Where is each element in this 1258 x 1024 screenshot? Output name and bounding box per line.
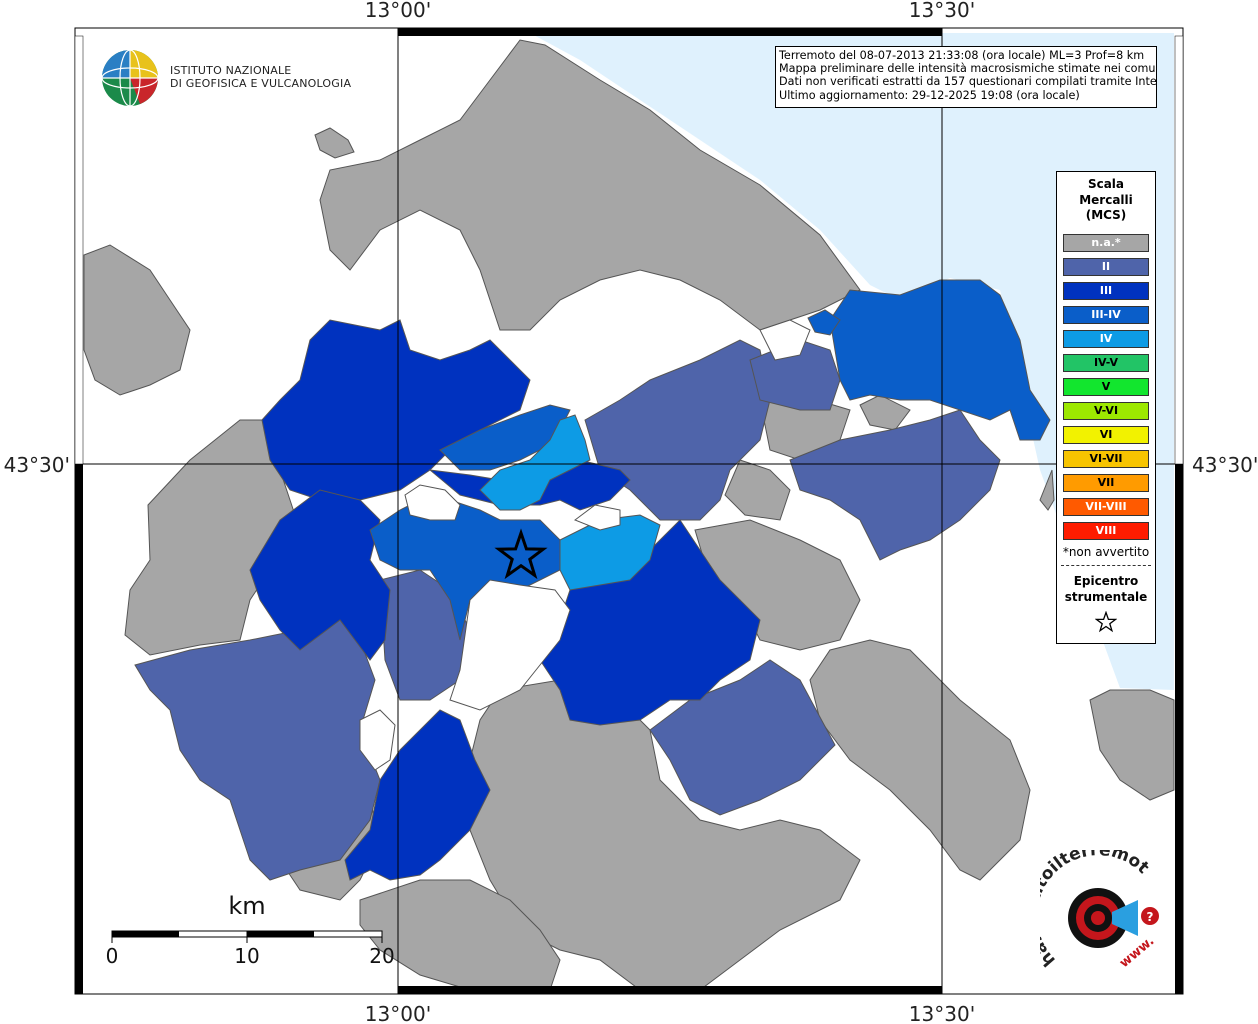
lat-label-left: 43°30' [4,453,70,477]
legend-swatch: II [1063,257,1149,276]
legend-swatch: III-IV [1063,305,1149,324]
legend-epicenter-line: strumentale [1064,589,1148,604]
sea-area [530,33,1174,690]
lon-label-top-left: 13°00' [365,0,431,22]
ingv-line-2: DI GEOFISICA E VULCANOLOGIA [170,77,352,90]
region-na [359,879,561,991]
region-blank [759,319,811,361]
region-iii-iv [829,279,1051,441]
legend-title-line: (MCS) [1085,208,1127,222]
legend-star-icon [1095,610,1117,632]
legend-epicenter-label: Epicentro strumentale [1057,573,1155,605]
hst-logo-url: www. [1117,934,1157,971]
legend-epicenter-line: Epicentro [1073,573,1139,588]
region-iii [344,709,491,881]
region-ii [584,339,771,521]
scale-tick-20: 20 [369,944,394,968]
region-na [1039,469,1055,511]
event-info-box: Terremoto del 08-07-2013 21:33:08 (ora l… [775,46,1157,108]
lon-label-top-right: 13°30' [909,0,975,22]
map-frame [74,27,1184,995]
region-iii-iv [369,499,581,641]
epicenter-star-icon [494,528,548,580]
svg-text:?: ? [1147,910,1154,924]
region-na [469,679,861,991]
region-iii-iv [807,309,841,336]
legend-swatches: n.a.* II III III-IV IV IV-V V V-VI VI VI-VII VII VI… [1057,233,1155,540]
legend-swatch: VII [1063,473,1149,492]
region-na [1089,689,1175,801]
region-blank [359,709,396,771]
info-line-data: Dati non verificati estratti da 157 ques… [779,75,1157,89]
graticule [75,28,1183,994]
legend-swatch: IV [1063,329,1149,348]
scale-tick-10: 10 [234,944,259,968]
info-line-map: Mappa preliminare delle intensità macros… [779,62,1157,76]
info-line-update: Ultimo aggiornamento: 29-12-2025 19:08 (… [779,88,1080,102]
region-iv [479,414,591,511]
region-na [124,419,301,656]
legend-swatch: III [1063,281,1149,300]
municipalities [83,39,1175,991]
region-na [319,39,861,331]
info-line-event: Terremoto del 08-07-2013 21:33:08 (ora l… [779,49,1145,62]
legend-swatch: VI [1063,425,1149,444]
ingv-name: ISTITUTO NAZIONALE DI GEOFISICA E VULCAN… [170,64,351,90]
legend-swatch: VIII [1063,521,1149,540]
legend-title: Scala Mercalli (MCS) [1057,177,1155,224]
scale-unit-label: km [228,892,265,920]
region-na [83,244,191,396]
scale-bar: km 0 10 20 [106,892,395,968]
region-na [724,459,791,521]
region-iii [249,489,391,661]
ingv-logo [101,49,159,107]
legend-swatch: IV-V [1063,353,1149,372]
region-na [859,394,911,431]
legend-swatch: VI-VII [1063,449,1149,468]
region-blank [573,504,621,531]
region-blank [404,484,461,521]
scale-tick-0: 0 [106,944,119,968]
legend-note: *non avvertito [1062,544,1150,559]
legend-swatch: VII-VIII [1063,497,1149,516]
legend-title-line: Scala [1087,177,1125,191]
lon-label-bottom-left: 13°00' [365,1002,431,1024]
lon-label-bottom-right: 13°30' [909,1002,975,1024]
ingv-line-1: ISTITUTO NAZIONALE [170,64,292,77]
region-ii [789,409,1001,561]
legend-separator [1061,564,1151,566]
mcs-legend: Scala Mercalli (MCS) n.a.* II III III-IV IV I… [1056,171,1156,644]
region-na [809,639,1031,881]
region-na [314,127,355,159]
region-blank [449,579,571,711]
hst-logo: haisentitoilterremoto.it ? www. [1040,850,1159,971]
lat-label-right: 43°30' [1192,453,1258,477]
legend-swatch: V-VI [1063,401,1149,420]
legend-title-line: Mercalli [1079,192,1133,207]
legend-swatch: n.a.* [1063,233,1149,252]
legend-swatch: V [1063,377,1149,396]
